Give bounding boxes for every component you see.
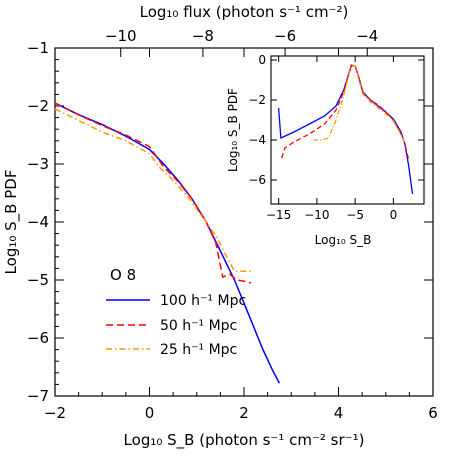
- legend-label-25: 25 h⁻¹ Mpc: [160, 342, 237, 358]
- main-top-x-tick-label: −8: [192, 27, 214, 45]
- main-x-axis-label: Log₁₀ S_B (photon s⁻¹ cm⁻² sr⁻¹): [124, 431, 365, 450]
- legend-label-100: 100 h⁻¹ Mpc: [160, 293, 246, 309]
- inset-series-group: [277, 64, 414, 195]
- main-y-tick-label: −5: [27, 271, 49, 289]
- main-x-tick-label: 0: [145, 404, 155, 422]
- inset-x-tick-label: −10: [304, 208, 329, 222]
- inset-series-line-2: [313, 65, 406, 145]
- main-y-tick-label: −2: [27, 97, 49, 115]
- inset-y-tick-label: 0: [258, 53, 266, 67]
- inset-y-tick-label: −2: [248, 93, 266, 107]
- inset-x-tick-label: −5: [346, 208, 364, 222]
- main-series-line-2: [54, 108, 254, 273]
- main-top-x-axis-label: Log₁₀ flux (photon s⁻¹ cm⁻²): [140, 3, 349, 21]
- main-y-tick-label: −3: [27, 155, 49, 173]
- legend-title: O 8: [110, 266, 136, 284]
- main-top-x-tick-label: −6: [274, 27, 296, 45]
- main-y-tick-label: −1: [27, 39, 49, 57]
- main-x-tick-label: 6: [428, 404, 438, 422]
- main-x-tick-label: −2: [44, 404, 66, 422]
- inset-x-axis-label: Log₁₀ S_B: [315, 233, 372, 247]
- main-series-group: [54, 102, 281, 384]
- main-y-tick-label: −7: [27, 387, 49, 405]
- inset-y-tick-label: −4: [248, 133, 266, 147]
- inset-plot-frame: [270, 55, 425, 205]
- inset-series-line-1: [281, 64, 410, 161]
- inset-x-tick-label: 0: [390, 208, 398, 222]
- main-axis-ticks: −2 0 2 4 6 −7 −6 −5 −4 −3 −2 −1 −10 −8 −6 −4: [27, 27, 438, 422]
- main-y-tick-label: −6: [27, 329, 49, 347]
- inset-y-axis-label: Log₁₀ S_B PDF: [226, 88, 240, 172]
- main-series-line-1: [54, 102, 252, 284]
- main-x-tick-label: 2: [239, 404, 249, 422]
- main-top-x-tick-label: −10: [105, 27, 137, 45]
- main-series-line-0: [54, 102, 281, 384]
- inset-y-tick-label: −6: [248, 173, 266, 187]
- main-top-x-tick-label: −4: [356, 27, 378, 45]
- inset-axis-ticks: −15 −10 −5 0 −6 −4 −2 0: [248, 53, 424, 222]
- main-x-tick-label: 4: [334, 404, 344, 422]
- inset-x-tick-label: −15: [266, 208, 291, 222]
- main-y-axis-label: Log₁₀ S_B PDF: [2, 170, 21, 275]
- legend-label-50: 50 h⁻¹ Mpc: [160, 318, 237, 334]
- main-y-tick-label: −4: [27, 213, 49, 231]
- legend: O 8 100 h⁻¹ Mpc 50 h⁻¹ Mpc 25 h⁻¹ Mpc: [106, 266, 246, 358]
